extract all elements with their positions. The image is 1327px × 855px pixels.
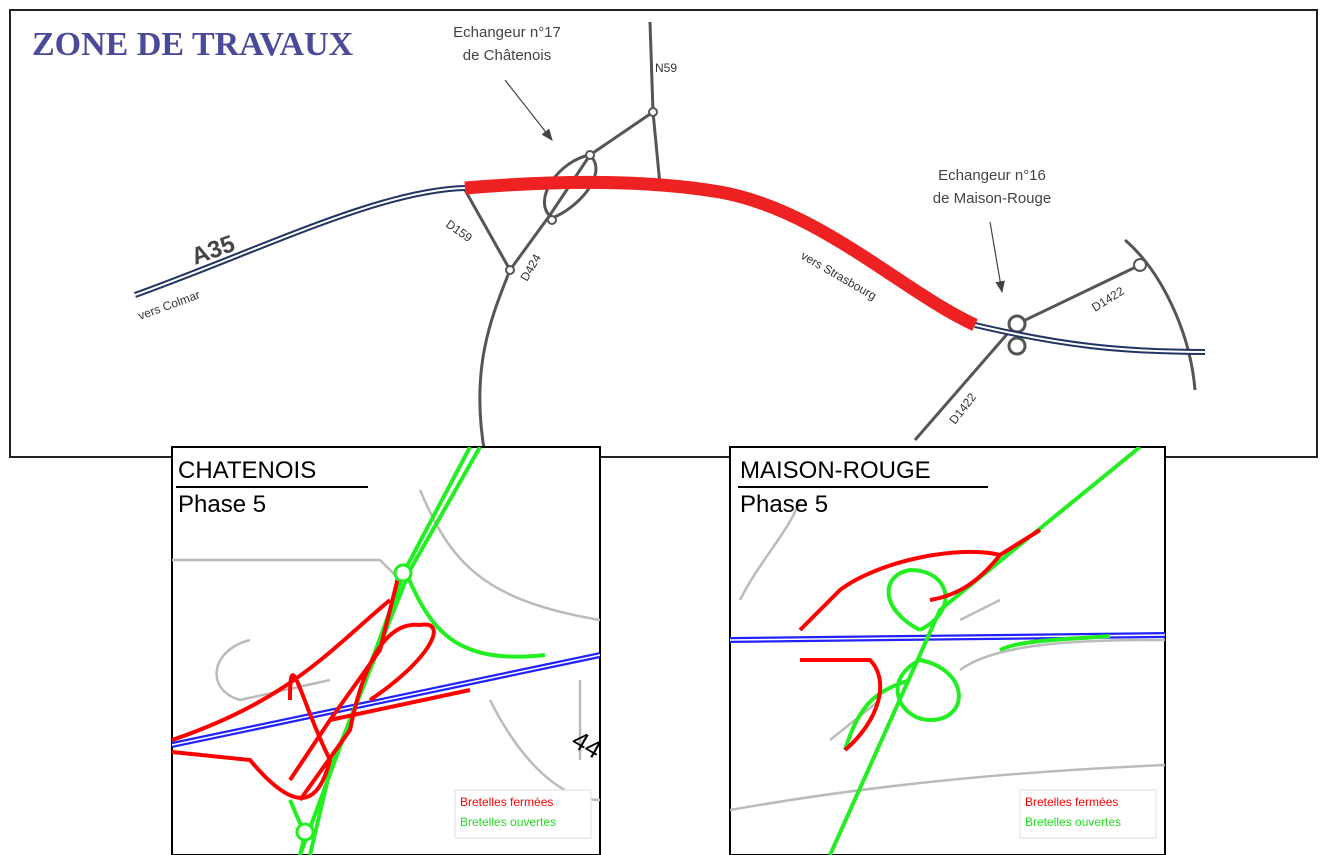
road [730,499,1165,812]
road [172,569,471,802]
road [798,528,1042,752]
inset-maison-rouge: MAISON-ROUGE Phase 5 Bretelles fermées B… [729,446,1166,855]
inset-phase: Phase 5 [740,491,828,518]
label: de Châtenois [463,47,551,64]
road [828,447,1142,855]
title: ZONE DE TRAVAUX [32,26,354,63]
junction [1007,314,1027,334]
road [134,187,466,296]
inset-phase: Phase 5 [178,491,266,518]
road: 44 [172,447,600,855]
road [172,489,600,802]
road: MAISON-ROUGE [730,447,1165,855]
junction [1133,258,1147,272]
arrow [504,79,553,141]
legend-closed: Bretelles fermées [1025,795,1118,809]
box [454,789,592,839]
inset-title: MAISON-ROUGE [740,457,931,484]
legend-open: Bretelles ouvertes [460,815,556,829]
road-label: N59 [655,61,677,75]
work-zone [464,175,978,331]
legend-open: Bretelles ouvertes [1025,815,1121,829]
box [729,446,1166,855]
road [974,324,1206,353]
label: Echangeur n°17 [453,24,561,41]
junction [393,563,413,583]
junction [295,822,315,842]
label: Echangeur n°16 [938,167,1046,184]
road [172,654,600,746]
road [288,447,546,855]
inset-chatenois: 44 CHATENOIS Phase 5 Bretelles fermées B… [171,446,601,855]
roads [463,21,1197,456]
junction [585,150,595,160]
road [1124,238,1197,391]
label: de Maison-Rouge [933,190,1051,207]
box [1019,789,1157,839]
a35 [133,175,1206,355]
junction [547,215,557,225]
arrow [989,221,1005,294]
junction [505,265,515,275]
road [478,269,512,456]
junction [1007,336,1027,356]
box [171,446,601,855]
legend-closed: Bretelles fermées [460,795,553,809]
main-frame [9,9,1318,458]
inset-title: CHATENOIS [178,457,316,484]
junction [648,107,658,117]
